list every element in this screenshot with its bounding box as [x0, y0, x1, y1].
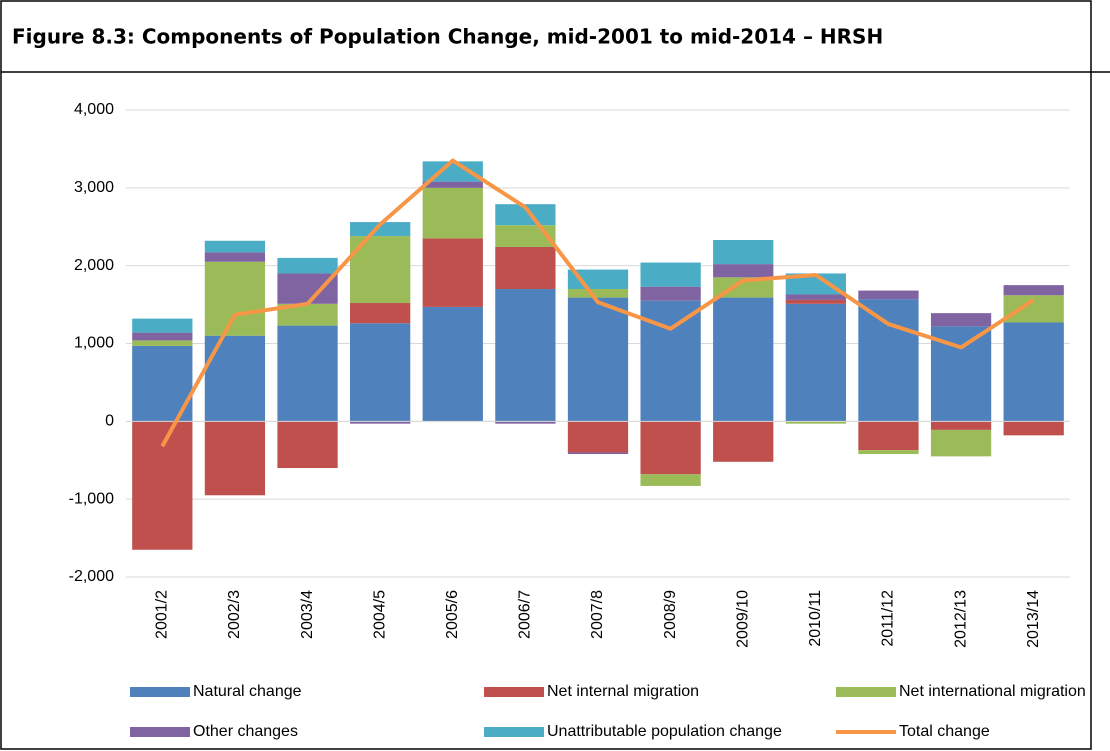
- bar-segment: [930, 421, 992, 430]
- bar-segment: [858, 421, 919, 451]
- bar-segment: [204, 421, 266, 496]
- chart-title: Figure 8.3: Components of Population Cha…: [12, 25, 883, 49]
- bar-segment: [422, 181, 483, 188]
- legend-label: Total change: [899, 723, 990, 740]
- legend-symbol: [484, 687, 544, 697]
- bar-segment: [858, 299, 919, 422]
- y-tick-label: 0: [105, 413, 114, 430]
- legend-label: Net international migration: [899, 683, 1086, 700]
- bar-segment: [930, 313, 992, 327]
- bar-segment: [132, 318, 193, 333]
- bar-segment: [277, 257, 338, 274]
- bar-segment: [785, 294, 846, 300]
- bar-segment: [277, 421, 338, 469]
- bar-segment: [640, 300, 701, 422]
- x-tick-label: 2007/8: [589, 590, 606, 639]
- bar-segment: [495, 421, 556, 424]
- bar-segment: [132, 332, 193, 341]
- x-tick-label: 2004/5: [371, 590, 388, 639]
- bar-segment: [1003, 421, 1064, 436]
- bar-segment: [785, 421, 846, 424]
- bar-segment: [713, 239, 774, 265]
- legend-label: Unattributable population change: [547, 723, 782, 740]
- bar-segment: [713, 264, 774, 278]
- bar-segment: [930, 429, 992, 457]
- bar-segment: [713, 297, 774, 422]
- bar-segment: [785, 299, 846, 304]
- bar-segment: [132, 421, 193, 550]
- x-tick-label: 2010/11: [807, 590, 824, 647]
- x-tick-label: 2008/9: [662, 590, 679, 639]
- x-tick-label: 2001/2: [154, 590, 171, 639]
- bar-segment: [132, 340, 193, 346]
- legend-label: Other changes: [193, 723, 298, 740]
- legend-symbol: [130, 727, 190, 737]
- bar-segment: [204, 261, 266, 336]
- bar-segment: [422, 238, 483, 307]
- bar-segment: [495, 246, 556, 290]
- bar-segment: [785, 303, 846, 422]
- bar-segment: [1003, 285, 1064, 296]
- y-tick-label: 2,000: [74, 257, 114, 274]
- x-tick-label: 2002/3: [226, 590, 243, 639]
- x-tick-label: 2012/13: [952, 590, 969, 648]
- x-tick-label: 2009/10: [734, 590, 751, 648]
- x-tick-label: 2006/7: [517, 590, 534, 639]
- total-line: [160, 158, 1035, 448]
- bar-segment: [204, 240, 266, 253]
- bar-segment: [495, 225, 556, 247]
- bar-segment: [1003, 322, 1064, 422]
- bar-segment: [277, 303, 338, 326]
- bar-segment: [277, 325, 338, 422]
- bar-segment: [640, 474, 701, 486]
- bar-segment: [495, 289, 556, 422]
- y-tick-label: -2,000: [69, 568, 114, 585]
- bar-segment: [567, 297, 629, 422]
- x-tick-label: 2003/4: [299, 590, 316, 639]
- bar-segment: [422, 187, 483, 239]
- bar-segment: [713, 421, 774, 462]
- bar-segment: [495, 204, 556, 226]
- bar-segment: [858, 290, 919, 300]
- y-tick-label: 4,000: [74, 101, 114, 118]
- bar-segment: [422, 161, 483, 182]
- bar-segment: [640, 286, 701, 301]
- y-tick-label: -1,000: [69, 490, 114, 507]
- bar-segment: [858, 450, 919, 455]
- legend-symbol: [836, 687, 896, 697]
- bar-segment: [277, 273, 338, 304]
- legend-symbol: [484, 727, 544, 737]
- x-tick-label: 2011/12: [880, 590, 897, 647]
- bar-segment: [350, 222, 411, 237]
- x-tick-label: 2005/6: [444, 590, 461, 639]
- bar-segment: [1003, 295, 1064, 323]
- legend-label: Net internal migration: [547, 683, 699, 700]
- bar-segment: [422, 306, 483, 422]
- x-tick-label: 2013/14: [1025, 590, 1042, 648]
- bar-segment: [567, 421, 629, 453]
- bar-segment: [640, 262, 701, 287]
- bar-segment: [204, 335, 266, 422]
- bar-segment: [640, 421, 701, 475]
- y-tick-label: 3,000: [74, 179, 114, 196]
- bar-segment: [350, 421, 411, 424]
- bar-segment: [350, 323, 411, 422]
- legend-label: Natural change: [193, 683, 302, 700]
- bar-segment: [350, 303, 411, 324]
- y-tick-label: 1,000: [74, 335, 114, 352]
- bar-segment: [567, 289, 629, 298]
- bar-segment: [567, 452, 629, 455]
- bar-segment: [204, 252, 266, 262]
- bar-segment: [785, 273, 846, 295]
- legend-symbol: [130, 687, 190, 697]
